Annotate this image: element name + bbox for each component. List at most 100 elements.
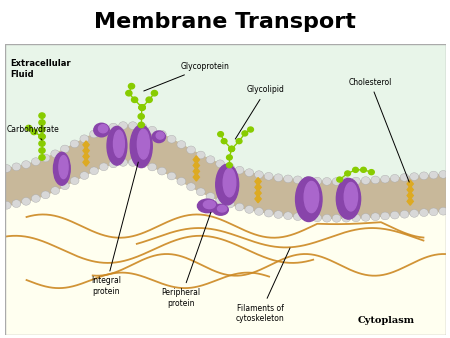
- Circle shape: [148, 163, 157, 171]
- Ellipse shape: [217, 206, 227, 212]
- Circle shape: [119, 159, 127, 166]
- Circle shape: [255, 208, 263, 215]
- Circle shape: [119, 122, 127, 129]
- Text: Integral
protein: Integral protein: [91, 162, 138, 296]
- Ellipse shape: [203, 200, 215, 209]
- Circle shape: [225, 163, 234, 171]
- Circle shape: [126, 91, 132, 96]
- Circle shape: [51, 187, 60, 194]
- Circle shape: [361, 214, 370, 221]
- Circle shape: [60, 182, 69, 190]
- Circle shape: [381, 175, 390, 183]
- Circle shape: [419, 209, 428, 216]
- Circle shape: [31, 129, 37, 135]
- Circle shape: [32, 158, 40, 166]
- Circle shape: [337, 177, 342, 182]
- Circle shape: [12, 163, 21, 171]
- Circle shape: [439, 207, 448, 215]
- Circle shape: [229, 146, 234, 151]
- Circle shape: [229, 146, 234, 151]
- Circle shape: [99, 126, 108, 134]
- Polygon shape: [83, 152, 89, 160]
- Circle shape: [248, 127, 253, 132]
- Circle shape: [70, 177, 79, 185]
- Circle shape: [410, 173, 418, 180]
- Polygon shape: [193, 167, 199, 175]
- Circle shape: [60, 145, 69, 153]
- Circle shape: [264, 209, 273, 217]
- Circle shape: [216, 197, 225, 204]
- Circle shape: [351, 214, 360, 222]
- Circle shape: [158, 167, 166, 175]
- Circle shape: [369, 170, 374, 175]
- Circle shape: [371, 213, 380, 221]
- Circle shape: [206, 156, 215, 164]
- Circle shape: [146, 97, 152, 102]
- Circle shape: [264, 172, 273, 180]
- Circle shape: [2, 165, 11, 172]
- Circle shape: [221, 139, 227, 144]
- Ellipse shape: [223, 168, 236, 197]
- Circle shape: [167, 135, 176, 143]
- Circle shape: [158, 130, 166, 138]
- Ellipse shape: [94, 123, 109, 137]
- Circle shape: [351, 177, 360, 185]
- Circle shape: [391, 211, 399, 219]
- Circle shape: [400, 210, 409, 218]
- Polygon shape: [83, 159, 89, 166]
- Polygon shape: [4, 162, 446, 335]
- Circle shape: [177, 177, 186, 185]
- Circle shape: [400, 174, 409, 181]
- Circle shape: [293, 176, 302, 184]
- Circle shape: [218, 132, 224, 137]
- Circle shape: [131, 97, 138, 102]
- Circle shape: [342, 214, 351, 222]
- Circle shape: [187, 146, 195, 154]
- Circle shape: [148, 126, 157, 134]
- Circle shape: [90, 130, 99, 138]
- Circle shape: [12, 200, 21, 208]
- Circle shape: [242, 131, 248, 136]
- Circle shape: [332, 214, 341, 222]
- Text: Cytoplasm: Cytoplasm: [357, 316, 414, 325]
- Circle shape: [226, 163, 232, 168]
- Circle shape: [39, 134, 45, 139]
- Circle shape: [274, 211, 283, 218]
- Ellipse shape: [213, 204, 228, 215]
- Circle shape: [313, 177, 322, 185]
- Circle shape: [139, 105, 145, 110]
- Circle shape: [353, 167, 358, 172]
- Circle shape: [226, 155, 232, 160]
- Text: Glycoprotein: Glycoprotein: [144, 62, 230, 91]
- Circle shape: [303, 177, 312, 185]
- Ellipse shape: [99, 125, 108, 133]
- Circle shape: [439, 170, 448, 178]
- Circle shape: [80, 135, 89, 143]
- Polygon shape: [193, 156, 199, 164]
- Ellipse shape: [59, 155, 68, 179]
- Circle shape: [80, 172, 89, 179]
- Circle shape: [128, 159, 137, 166]
- Circle shape: [303, 214, 312, 221]
- Circle shape: [138, 123, 147, 131]
- Polygon shape: [255, 177, 261, 185]
- Circle shape: [342, 177, 351, 185]
- Circle shape: [90, 167, 99, 175]
- Circle shape: [245, 169, 254, 176]
- Text: Carbohydrate: Carbohydrate: [7, 125, 59, 140]
- Circle shape: [206, 193, 215, 200]
- Circle shape: [381, 212, 390, 220]
- Circle shape: [41, 154, 50, 162]
- Circle shape: [410, 210, 418, 217]
- Ellipse shape: [336, 178, 360, 219]
- Circle shape: [2, 201, 11, 209]
- Circle shape: [39, 148, 45, 153]
- Circle shape: [139, 105, 145, 110]
- Circle shape: [32, 195, 40, 202]
- Ellipse shape: [130, 125, 152, 168]
- Ellipse shape: [152, 131, 166, 143]
- Text: Peripheral
protein: Peripheral protein: [162, 212, 211, 308]
- Polygon shape: [407, 197, 413, 205]
- Circle shape: [236, 139, 242, 144]
- Circle shape: [361, 177, 370, 185]
